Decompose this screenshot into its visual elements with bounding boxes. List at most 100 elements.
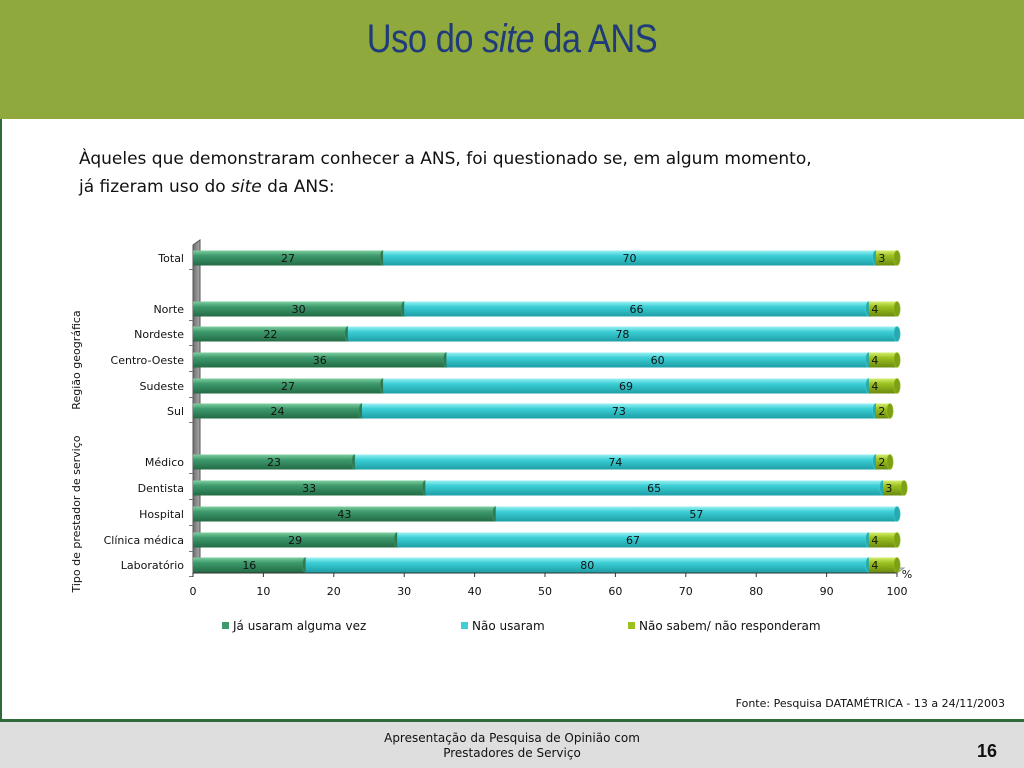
x-tick-label-100: 100 — [887, 585, 908, 598]
data-label-nao-sabem-nao-responderam-medico: 2 — [878, 456, 885, 469]
bar-nao-usaram-total — [383, 250, 876, 266]
bar-ja-usaram-alguma-vez-nordeste — [193, 326, 348, 342]
bar-ja-usaram-alguma-vez-clinica-medica — [193, 532, 398, 548]
data-label-nao-usaram-laboratorio: 80 — [580, 559, 594, 572]
x-tick-label-0: 0 — [190, 585, 197, 598]
group-label-tipo-de-prestador-de-servico: Tipo de prestador de serviço — [70, 435, 83, 593]
x-tick-label-30: 30 — [397, 585, 411, 598]
data-label-ja-usaram-alguma-vez-laboratorio: 16 — [242, 559, 256, 572]
bar-nao-usaram-clinica-medica — [397, 532, 869, 548]
data-label-nao-usaram-centro-oeste: 60 — [651, 354, 665, 367]
bar-nao-usaram-sul — [361, 403, 876, 419]
data-label-nao-sabem-nao-responderam-norte: 4 — [871, 303, 878, 316]
intro-paragraph: Àqueles que demonstraram conhecer a ANS,… — [79, 145, 959, 201]
category-label-laboratorio: Laboratório — [121, 559, 184, 572]
bar-ja-usaram-alguma-vez-centro-oeste — [193, 352, 447, 368]
bar-nao-usaram-nordeste — [347, 326, 897, 342]
bar-cap-nao-usaram-nordeste — [893, 326, 901, 342]
bar-cap-nao-sabem-nao-responderam-medico — [886, 454, 894, 470]
x-tick-label-50: 50 — [538, 585, 552, 598]
x-tick-label-10: 10 — [256, 585, 270, 598]
category-label-hospital: Hospital — [139, 508, 184, 521]
data-label-nao-usaram-hospital: 57 — [689, 508, 703, 521]
category-label-norte: Norte — [153, 303, 184, 316]
bar-nao-usaram-laboratorio — [305, 557, 869, 573]
bar-cap-nao-sabem-nao-responderam-norte — [893, 301, 901, 317]
category-label-sul: Sul — [167, 405, 184, 418]
data-label-ja-usaram-alguma-vez-dentista: 33 — [302, 482, 316, 495]
bar-ja-usaram-alguma-vez-sul — [193, 403, 362, 419]
footer-band — [0, 722, 1024, 768]
data-label-nao-sabem-nao-responderam-centro-oeste: 4 — [871, 354, 878, 367]
bar-nao-usaram-norte — [404, 301, 869, 317]
category-label-total: Total — [157, 252, 184, 265]
left-border-rule — [0, 119, 2, 719]
data-label-nao-usaram-total: 70 — [622, 252, 636, 265]
footer-rule — [0, 719, 1024, 722]
bar-nao-sabem-nao-responderam-centro-oeste — [868, 352, 897, 368]
bar-ja-usaram-alguma-vez-sudeste — [193, 378, 384, 394]
page-title: Uso do site da ANS — [72, 17, 953, 62]
data-label-nao-usaram-clinica-medica: 67 — [626, 534, 640, 547]
bar-nao-sabem-nao-responderam-total — [875, 250, 897, 266]
legend-label-ja-usaram-alguma-vez: Já usaram alguma vez — [232, 619, 366, 633]
data-label-nao-sabem-nao-responderam-laboratorio: 4 — [871, 559, 878, 572]
data-label-ja-usaram-alguma-vez-clinica-medica: 29 — [288, 534, 302, 547]
footer-line-2: Prestadores de Serviço — [443, 746, 581, 760]
data-label-nao-sabem-nao-responderam-clinica-medica: 4 — [871, 534, 878, 547]
data-label-nao-sabem-nao-responderam-sul: 2 — [878, 405, 885, 418]
bar-nao-sabem-nao-responderam-medico — [875, 454, 890, 470]
bar-nao-sabem-nao-responderam-clinica-medica — [868, 532, 897, 548]
data-label-ja-usaram-alguma-vez-hospital: 43 — [337, 508, 351, 521]
x-unit-label: % — [902, 568, 912, 581]
bar-nao-sabem-nao-responderam-sudeste — [868, 378, 897, 394]
title-text-italic: site — [482, 17, 535, 61]
data-label-nao-sabem-nao-responderam-total: 3 — [878, 252, 885, 265]
footer-line-1: Apresentação da Pesquisa de Opinião com — [384, 731, 640, 745]
data-label-ja-usaram-alguma-vez-centro-oeste: 36 — [313, 354, 327, 367]
bar-nao-sabem-nao-responderam-sul — [875, 403, 890, 419]
intro-line-1: Àqueles que demonstraram conhecer a ANS,… — [79, 149, 812, 169]
bar-nao-sabem-nao-responderam-norte — [868, 301, 897, 317]
title-text-start: Uso do — [366, 17, 483, 61]
data-label-nao-usaram-dentista: 65 — [647, 482, 661, 495]
intro-line-2-italic: site — [231, 177, 262, 197]
bar-cap-nao-sabem-nao-responderam-centro-oeste — [893, 352, 901, 368]
data-label-ja-usaram-alguma-vez-norte: 30 — [292, 303, 306, 316]
data-label-nao-usaram-medico: 74 — [608, 456, 622, 469]
data-label-nao-usaram-sudeste: 69 — [619, 380, 633, 393]
data-label-ja-usaram-alguma-vez-medico: 23 — [267, 456, 281, 469]
data-label-nao-sabem-nao-responderam-sudeste: 4 — [871, 380, 878, 393]
bar-ja-usaram-alguma-vez-medico — [193, 454, 355, 470]
x-tick-label-60: 60 — [608, 585, 622, 598]
group-label-regiao-geografica: Região geográfica — [70, 310, 83, 409]
bar-nao-usaram-centro-oeste — [446, 352, 869, 368]
legend-label-nao-sabem-nao-responderam: Não sabem/ não responderam — [639, 619, 821, 633]
footer-caption: Apresentação da Pesquisa de Opinião com … — [0, 731, 1024, 761]
x-tick-label-20: 20 — [327, 585, 341, 598]
legend-label-nao-usaram: Não usaram — [472, 619, 545, 633]
bar-ja-usaram-alguma-vez-norte — [193, 301, 405, 317]
x-tick-label-40: 40 — [468, 585, 482, 598]
category-label-centro-oeste: Centro-Oeste — [111, 354, 185, 367]
data-label-nao-sabem-nao-responderam-dentista: 3 — [885, 482, 892, 495]
category-label-sudeste: Sudeste — [139, 380, 184, 393]
bar-nao-usaram-hospital — [495, 506, 897, 522]
bar-nao-usaram-medico — [354, 454, 876, 470]
title-text-end: da ANS — [534, 17, 658, 61]
data-label-nao-usaram-sul: 73 — [612, 405, 626, 418]
bar-nao-sabem-nao-responderam-dentista — [882, 480, 905, 496]
bar-ja-usaram-alguma-vez-laboratorio — [193, 557, 306, 573]
legend-swatch-nao-usaram — [461, 622, 468, 629]
bar-cap-nao-usaram-hospital — [893, 506, 901, 522]
bar-ja-usaram-alguma-vez-total — [193, 250, 384, 266]
intro-line-2-start: já fizeram uso do — [79, 177, 232, 197]
bar-cap-nao-sabem-nao-responderam-total — [893, 250, 901, 266]
x-tick-label-70: 70 — [679, 585, 693, 598]
legend-swatch-ja-usaram-alguma-vez — [222, 622, 229, 629]
data-label-ja-usaram-alguma-vez-nordeste: 22 — [263, 328, 277, 341]
bar-nao-usaram-sudeste — [383, 378, 869, 394]
data-label-ja-usaram-alguma-vez-total: 27 — [281, 252, 295, 265]
source-note: Fonte: Pesquisa DATAMÉTRICA - 13 a 24/11… — [735, 697, 1005, 710]
